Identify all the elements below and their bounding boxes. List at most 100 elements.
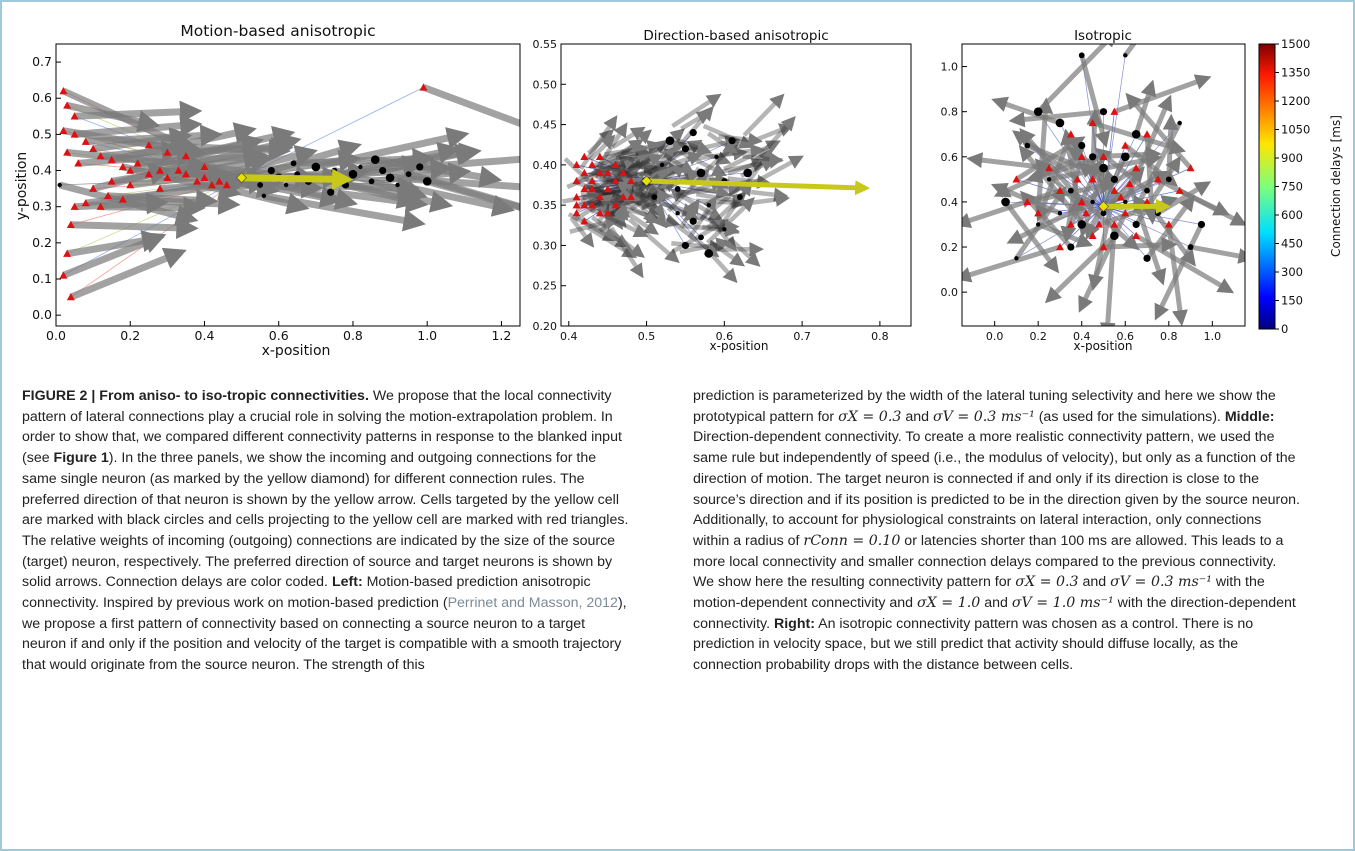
caption-text: Motion-based prediction anisotropic conn… <box>22 574 591 612</box>
target-neuron-circle <box>681 145 690 153</box>
neuron-direction-arrow <box>682 222 740 238</box>
neuron-direction-arrow <box>611 126 646 150</box>
figure-1-link[interactable]: Figure 1 <box>53 450 109 467</box>
neuron-direction-arrow <box>1069 188 1140 251</box>
left-panel-label: Left: <box>331 574 363 591</box>
neuron-direction-arrow <box>612 153 664 179</box>
neuron-direction-arrow <box>1003 200 1060 274</box>
target-neuron-circle <box>1089 153 1097 161</box>
source-neuron-triangle <box>66 220 75 228</box>
source-neuron-triangle <box>63 148 72 156</box>
target-neuron-circle <box>1046 177 1052 182</box>
neuron-direction-arrow <box>569 216 595 248</box>
source-neuron-triangle <box>572 209 581 217</box>
target-neuron-circle <box>1024 142 1031 149</box>
target-neuron-circle <box>405 171 412 178</box>
y-axis-label-left: y-position <box>14 152 30 221</box>
source-neuron-triangle <box>81 137 90 145</box>
neuron-direction-arrow <box>593 148 653 168</box>
middle-panel-label: Middle: <box>1224 408 1275 425</box>
source-neuron-triangle <box>89 184 98 192</box>
neuron-direction-arrow <box>706 191 747 230</box>
target-neuron-circle <box>57 182 62 188</box>
target-neuron-circle <box>689 129 697 137</box>
target-neuron-circle <box>368 178 375 185</box>
target-neuron-circle <box>665 136 675 145</box>
source-neuron-triangle <box>1110 107 1119 115</box>
source-neuron-triangle <box>163 148 172 156</box>
target-neuron-circle <box>1110 175 1118 183</box>
neuron-direction-arrow <box>69 247 187 301</box>
target-neuron-circle <box>1077 220 1087 229</box>
source-neuron-triangle <box>572 176 581 185</box>
panel-title-middle: Direction-based anisotropic <box>643 28 828 44</box>
colorbar-tick-label: 150 <box>1281 294 1303 308</box>
y-tick-label: 0.35 <box>533 199 558 212</box>
source-neuron-triangle <box>1132 231 1141 239</box>
target-neuron-circle <box>1143 254 1151 262</box>
neuron-direction-arrow <box>671 219 729 254</box>
figure-label: FIGURE 2 | From aniso- to iso-tropic con… <box>22 388 369 404</box>
neuron-direction-arrow <box>702 123 754 149</box>
neuron-direction-arrow <box>1190 244 1245 264</box>
x-tick-label: 0.7 <box>793 330 811 343</box>
neuron-direction-arrow <box>569 215 621 234</box>
colorbar-tick-label: 0 <box>1281 322 1288 336</box>
caption-text: with the motion-dependent connectivity a… <box>693 574 1265 612</box>
source-neuron-triangle <box>200 162 209 171</box>
preferred-direction-arrow <box>241 168 354 190</box>
neuron-direction-arrow <box>671 93 722 129</box>
target-neuron-circle <box>1067 243 1075 251</box>
neuron-direction-arrow <box>185 125 296 160</box>
source-neuron-triangle <box>1055 186 1064 194</box>
source-neuron-triangle <box>603 168 612 177</box>
x-tick-label: 0.6 <box>1117 330 1135 343</box>
neuron-direction-arrow <box>1145 194 1196 260</box>
source-neuron-triangle <box>81 199 90 207</box>
target-neuron-circle <box>706 202 711 208</box>
caption-text: and <box>1078 574 1111 591</box>
source-neuron-triangle <box>59 271 68 279</box>
neuron-direction-arrow <box>680 110 712 131</box>
neuron-direction-arrow <box>588 155 638 178</box>
source-neuron-triangle <box>174 166 183 174</box>
source-neuron-triangle <box>1066 130 1075 138</box>
source-neuron-triangle <box>126 166 135 174</box>
neuron-direction-arrow <box>1094 147 1149 193</box>
panel-title-right: Isotropic <box>1074 28 1132 44</box>
source-neuron-triangle <box>611 160 620 169</box>
colorbar-tick-label: 1050 <box>1281 123 1310 137</box>
citation-link[interactable]: Perrinet and Masson, 2012 <box>447 595 618 612</box>
caption-text: An isotropic connectivity pattern was ch… <box>693 615 1254 674</box>
target-neuron-circle <box>651 194 658 200</box>
math-sigma-v: σV = 0.3 ms⁻¹ <box>932 408 1035 425</box>
panel-title-left: Motion-based anisotropic <box>180 22 375 40</box>
source-neuron-triangle <box>144 170 153 178</box>
source-neuron-triangle <box>107 177 116 185</box>
connection-line <box>1077 179 1104 207</box>
neuron-direction-arrow <box>639 163 687 200</box>
source-neuron-triangle <box>572 160 581 169</box>
colorbar-label: Connection delays [ms] <box>1329 115 1343 257</box>
neuron-direction-arrow <box>676 138 712 155</box>
source-neuron-triangle <box>1125 179 1134 188</box>
neuron-direction-arrow <box>698 178 752 222</box>
neuron-direction-arrow <box>742 152 784 167</box>
colorbar-tick-label: 450 <box>1281 237 1303 251</box>
source-neuron-triangle <box>1110 220 1119 228</box>
neuron-direction-arrow <box>1036 44 1118 114</box>
neuron-direction-arrow <box>567 212 618 242</box>
source-neuron-triangle <box>96 152 105 160</box>
y-tick-label: 0.30 <box>533 239 558 252</box>
caption-text: with the direction-dependent connectivit… <box>693 595 1296 632</box>
source-neuron-triangle <box>222 181 231 189</box>
neuron-direction-arrow <box>122 192 241 215</box>
neuron-direction-arrow <box>633 188 668 229</box>
yellow-cell-diamond <box>1098 201 1109 212</box>
neuron-direction-arrow <box>609 226 644 279</box>
source-neuron-triangle <box>89 144 98 153</box>
colorbar <box>1258 43 1276 330</box>
neuron-direction-arrow <box>615 139 688 161</box>
y-tick-label: 0.45 <box>533 119 558 132</box>
target-neuron-circle <box>1099 163 1108 173</box>
